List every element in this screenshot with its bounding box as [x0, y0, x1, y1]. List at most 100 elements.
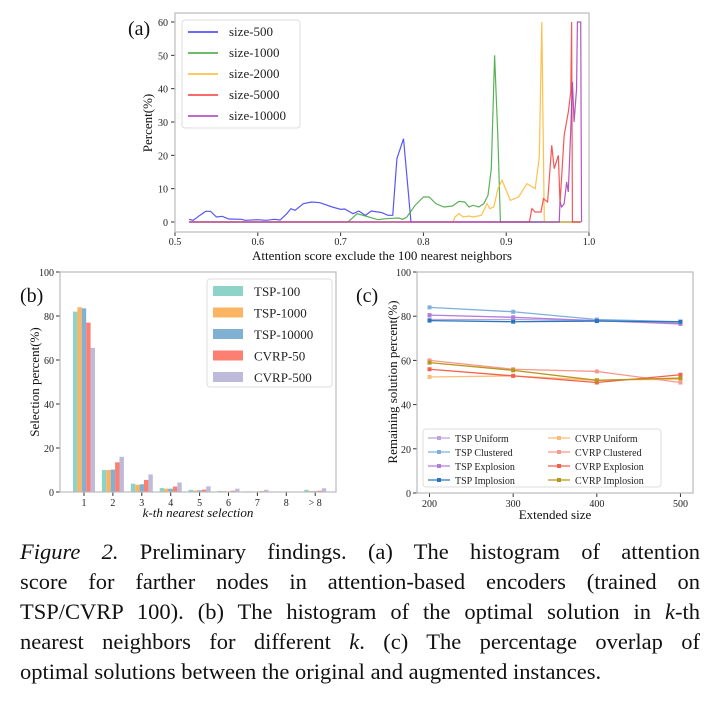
data-point-CVRP Uniform	[427, 374, 432, 379]
legend-marker	[437, 436, 441, 440]
x-tick-label: 0.5	[169, 237, 182, 248]
legend-marker	[437, 478, 441, 482]
legend-marker	[557, 436, 561, 440]
y-tick-label: 60	[401, 356, 411, 367]
data-point-TSP Implosion	[594, 319, 599, 324]
bar-TSP-1000-4	[164, 488, 169, 492]
legend-label: CVRP Clustered	[575, 448, 642, 459]
legend-label: CVRP Implosion	[575, 476, 644, 487]
y-tick-label: 20	[401, 445, 411, 456]
series-line-TSP Explosion	[429, 314, 681, 325]
data-point-CVRP Clustered	[678, 380, 683, 385]
data-point-TSP Implosion	[678, 319, 683, 324]
panel-label: (c)	[356, 285, 378, 307]
y-tick-label: 40	[158, 85, 168, 96]
caption-text: Preliminary findings. (a) The histogram …	[118, 539, 701, 564]
panel-label: (a)	[128, 18, 150, 40]
bar-CVRP-500-2	[119, 456, 124, 492]
caption-line: Figure 2. Preliminary findings. (a) The …	[20, 537, 700, 567]
data-point-TSP Uniform	[511, 317, 516, 322]
bar-TSP-1000-1	[77, 307, 82, 492]
bar-TSP-10000-2	[110, 469, 116, 492]
caption-line: score for farther nodes in attention-bas…	[20, 567, 700, 597]
legend-marker	[437, 464, 441, 468]
panel-b: 1 2 3 4 5 6 7 8 > 8 0 20 40 60 80 100 TSP-100 TSP-1000 TS…	[20, 268, 337, 520]
series-line-size-10000	[189, 21, 583, 223]
x-tick-label: 2	[110, 498, 115, 509]
bar-CVRP-500-7	[264, 489, 269, 492]
x-tick-label: 7	[255, 498, 260, 509]
y-tick-label: 0	[163, 218, 168, 229]
caption-text: score for farther nodes in attention-bas…	[20, 569, 700, 594]
bar-CVRP-500-1	[90, 347, 95, 492]
x-axis-label: Attention score exclude the 100 nearest …	[252, 248, 512, 263]
x-tick-label: 400	[589, 499, 604, 510]
legend-label: size-500	[229, 24, 273, 39]
bar-TSP-10000-1	[81, 308, 87, 492]
y-tick-label: 60	[44, 356, 54, 367]
legend-swatch	[213, 350, 243, 361]
legend-label: TSP-1000	[254, 306, 307, 321]
legend-marker	[557, 450, 561, 454]
bar-TSP-1000-2	[106, 470, 111, 492]
y-tick-label: 0	[406, 489, 411, 500]
bar-TSP-100-3	[130, 483, 136, 492]
data-point-TSP Clustered	[511, 309, 516, 314]
data-point-TSP Explosion	[427, 313, 432, 318]
panel-a: 0.5 0.6 0.7 0.8 0.9 1.0 0 10 20 30 40 50 60 size-500 s…	[128, 12, 596, 263]
figure-caption: Figure 2. Preliminary findings. (a) The …	[20, 537, 700, 687]
legend-box	[422, 428, 662, 488]
y-tick-label: 80	[401, 312, 411, 323]
x-tick-label: 5	[197, 498, 202, 509]
y-tick-label: 20	[44, 444, 54, 455]
y-tick-label: 100	[39, 268, 54, 279]
legend-marker	[437, 450, 441, 454]
data-point-TSP Explosion	[678, 321, 683, 326]
axes-frame	[174, 12, 590, 233]
bar-CVRP-50-2	[115, 462, 120, 492]
y-tick-label: 40	[44, 400, 54, 411]
y-tick-label: 30	[158, 118, 168, 129]
data-point-CVRP Explosion	[594, 380, 599, 385]
caption-text: optimal solutions between the original a…	[20, 659, 602, 684]
y-axis-label: Percent(%)	[140, 94, 155, 152]
x-tick-label: 500	[673, 499, 688, 510]
bar-CVRP-500-> 8	[321, 488, 327, 492]
bar-TSP-10000-5	[197, 490, 202, 492]
legend-label: size-2000	[229, 66, 280, 81]
y-tick-label: 60	[158, 18, 168, 29]
series-line-CVRP Implosion	[429, 361, 681, 381]
caption-line: nearest neighbors for different k. (c) T…	[20, 627, 700, 657]
y-tick-label: 100	[396, 268, 411, 279]
panel-label: (b)	[20, 285, 43, 307]
data-point-CVRP Clustered	[594, 369, 599, 374]
y-tick-label: 0	[49, 488, 54, 499]
legend-marker	[557, 478, 561, 482]
legend-label: TSP-100	[254, 284, 300, 299]
x-tick-label: 1.0	[583, 237, 596, 248]
data-point-CVRP Implosion	[594, 378, 599, 383]
bar-TSP-100-1	[73, 311, 78, 492]
legend-label: size-10000	[229, 108, 286, 123]
legend-marker	[557, 464, 561, 468]
series-line-size-500	[188, 138, 581, 223]
bar-CVRP-500-4	[177, 482, 182, 492]
x-tick-label: 3	[139, 498, 144, 509]
bar-CVRP-500-6	[235, 488, 240, 492]
data-point-CVRP Implosion	[511, 368, 516, 373]
x-tick-label: 0.8	[417, 237, 430, 248]
bar-TSP-10000-3	[139, 484, 144, 492]
bar-CVRP-50-5	[201, 489, 207, 492]
x-tick-label: 0.9	[500, 237, 513, 248]
legend-label: CVRP-500	[254, 370, 312, 385]
legend-label: TSP Explosion	[455, 462, 515, 473]
panel-c: 200 300 400 500 0 20 40 60 80 100 TSP Uniform TSP C…	[356, 268, 694, 522]
x-tick-label: 200	[422, 499, 437, 510]
caption-text: TSP/CVRP 100). (b) The histogram of the …	[20, 599, 665, 624]
data-point-CVRP Implosion	[678, 376, 683, 381]
caption-line: optimal solutions between the original a…	[20, 657, 700, 687]
data-point-TSP Implosion	[511, 319, 516, 324]
legend-label: CVRP Explosion	[575, 462, 644, 473]
caption-text: k	[349, 629, 360, 654]
